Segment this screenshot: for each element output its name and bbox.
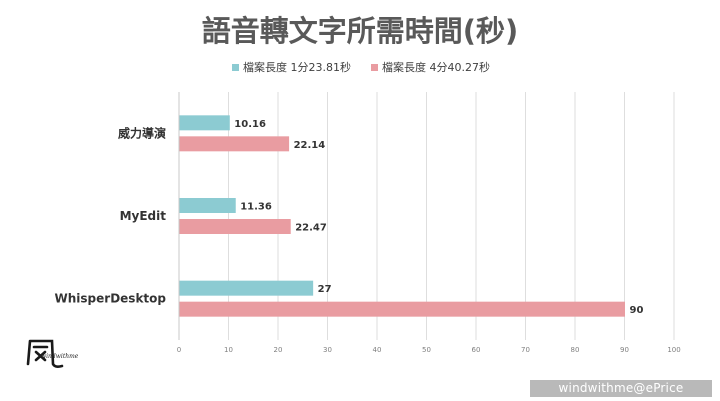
x-tick-label-50: 50 bbox=[422, 346, 431, 354]
gridlines bbox=[178, 92, 675, 340]
bar-series-1-0 bbox=[179, 115, 230, 131]
legend-swatch-series-2 bbox=[371, 64, 378, 71]
x-tick-label-80: 80 bbox=[571, 346, 580, 354]
logo-text: windwithme bbox=[41, 353, 79, 360]
chart-title: 語音轉文字所需時間(秒) bbox=[202, 14, 519, 48]
x-tick-label-60: 60 bbox=[472, 346, 481, 354]
data-label-series-2-1: 22.47 bbox=[295, 223, 327, 234]
category-label-2: WhisperDesktop bbox=[55, 292, 167, 306]
x-tick-label-20: 20 bbox=[274, 346, 283, 354]
bar-series-1-1 bbox=[179, 198, 236, 213]
data-label-series-1-0: 10.16 bbox=[234, 119, 266, 130]
category-label-0: 威力導演 bbox=[118, 125, 166, 140]
x-tick-label-10: 10 bbox=[224, 346, 233, 354]
legend-swatch-series-1 bbox=[232, 64, 239, 71]
data-label-series-2-2: 90 bbox=[630, 305, 644, 316]
watermark: windwithme@ePrice bbox=[530, 380, 712, 397]
x-tick-label-70: 70 bbox=[521, 346, 530, 354]
x-tick-label-40: 40 bbox=[373, 346, 382, 354]
legend: 檔案長度 1分23.81秒 檔案長度 4分40.27秒 bbox=[232, 60, 490, 74]
bar-series-2-1 bbox=[179, 219, 291, 234]
legend-label-series-1: 檔案長度 1分23.81秒 bbox=[243, 60, 351, 74]
data-label-series-1-2: 27 bbox=[318, 284, 332, 295]
x-tick-label-90: 90 bbox=[620, 346, 629, 354]
legend-label-series-2: 檔案長度 4分40.27秒 bbox=[382, 60, 490, 74]
x-tick-label-100: 100 bbox=[667, 346, 680, 354]
x-axis-ticks: 0 10 20 30 40 50 60 70 80 90 100 bbox=[177, 346, 681, 354]
bars bbox=[179, 115, 625, 317]
windwithme-logo: windwithme bbox=[26, 339, 79, 368]
bar-series-1-2 bbox=[179, 280, 314, 296]
category-labels: 威力導演 MyEdit WhisperDesktop bbox=[55, 125, 167, 305]
category-label-1: MyEdit bbox=[120, 209, 167, 223]
x-tick-label-0: 0 bbox=[177, 346, 181, 354]
data-labels: 10.16 22.14 11.36 22.47 27 90 bbox=[234, 119, 643, 316]
bar-series-2-0 bbox=[179, 136, 290, 152]
data-label-series-2-0: 22.14 bbox=[294, 140, 326, 151]
bar-series-2-2 bbox=[179, 301, 625, 317]
data-label-series-1-1: 11.36 bbox=[240, 202, 272, 213]
x-tick-label-30: 30 bbox=[323, 346, 332, 354]
